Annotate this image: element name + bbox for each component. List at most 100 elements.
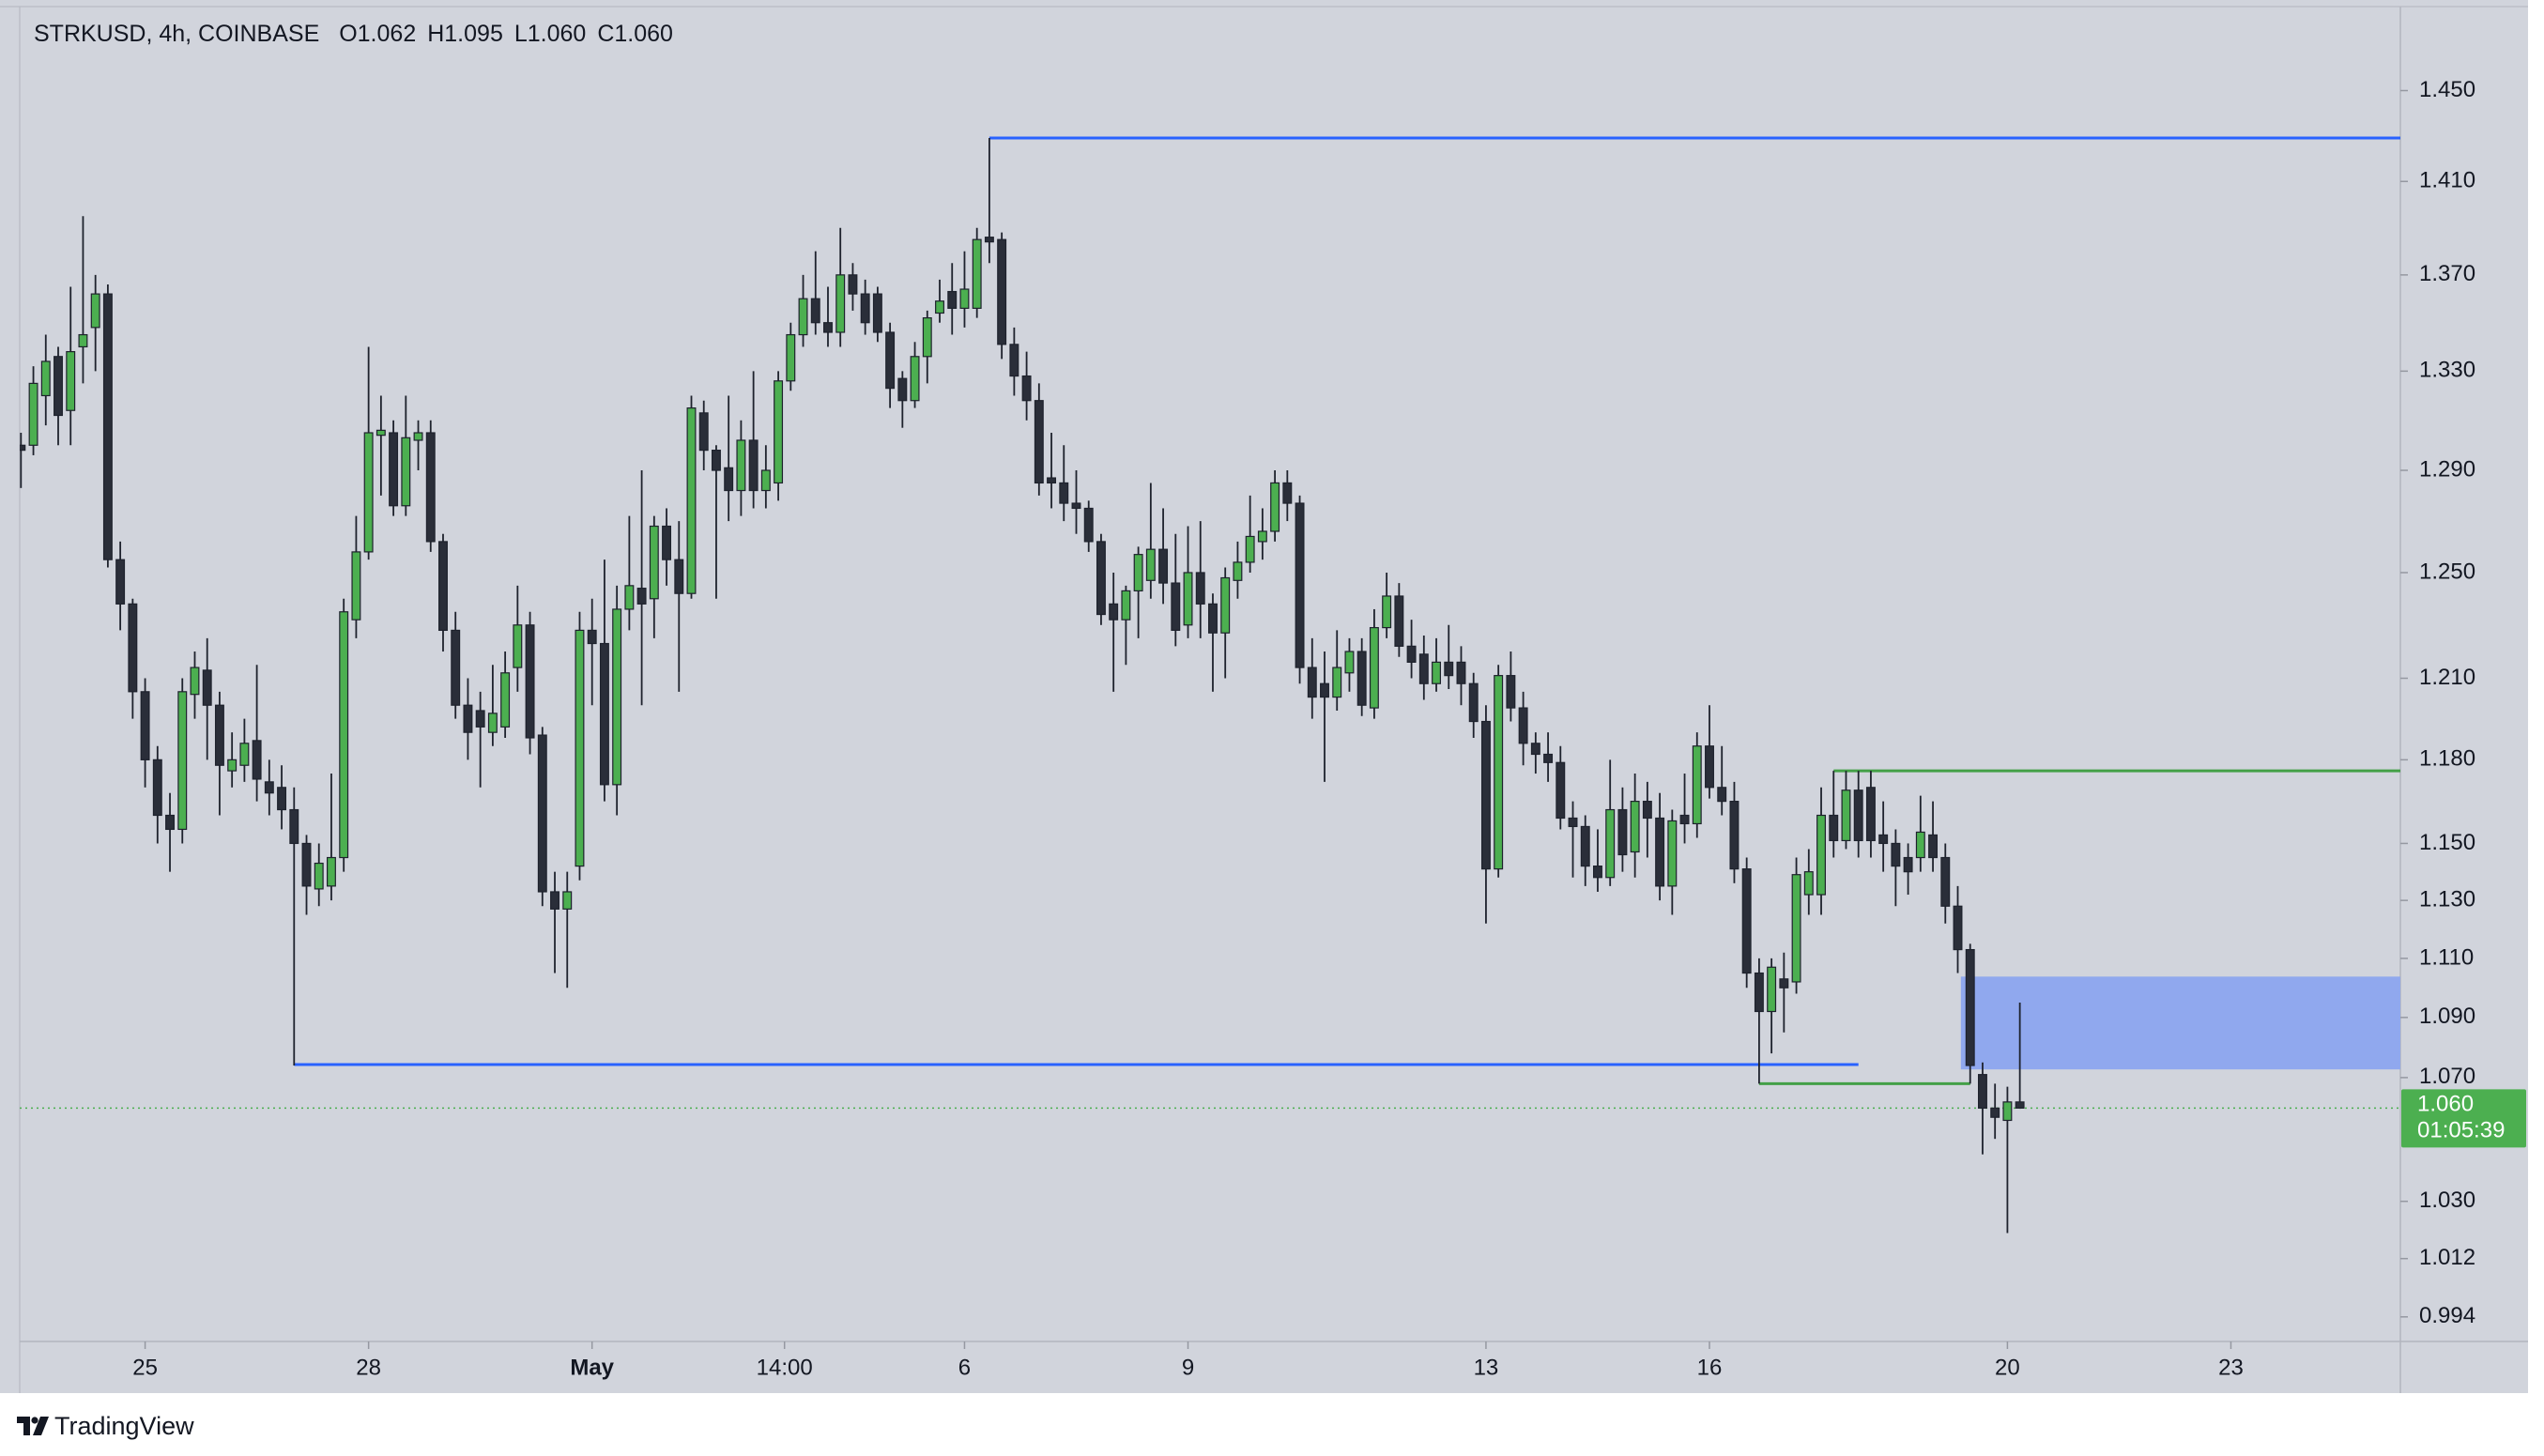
candle-body-up [1803, 871, 1814, 896]
zone-box [1960, 976, 2400, 1070]
candle-body-down [1009, 344, 1019, 377]
candle-body-up [1344, 651, 1355, 674]
ohlc-key: C [597, 21, 615, 47]
y-tick-label: 1.090 [2419, 1004, 2475, 1029]
candle-body-down [1282, 482, 1293, 504]
candle-body-down [1853, 789, 1863, 842]
candle-body-down [475, 710, 485, 728]
candle-body-down [1418, 653, 1429, 684]
candle-body-down [848, 274, 858, 295]
candle-body-up [487, 713, 498, 733]
y-tick-label: 1.370 [2419, 261, 2475, 286]
last-price-label: 1.060 [2417, 1092, 2474, 1117]
candle-body-down [724, 467, 734, 492]
candle-body-down [1903, 856, 1913, 873]
candle-body-down [152, 759, 162, 817]
candle-body-up [575, 629, 585, 867]
candle-body-down [438, 541, 448, 632]
candle-body-down [1083, 507, 1094, 543]
y-tick-label: 1.330 [2419, 358, 2475, 383]
candle-body-down [1480, 720, 1491, 870]
candle-body-up [972, 238, 982, 309]
candle-body-down [748, 439, 759, 492]
candle-body-down [711, 450, 721, 471]
ohlc-value: 1.095 [444, 21, 503, 47]
candle-body-down [1444, 661, 1454, 677]
candle-body-up [798, 298, 808, 336]
candle-body-down [2015, 1101, 2025, 1109]
candle-body-down [1356, 651, 1367, 706]
candle-body-up [177, 691, 188, 831]
candle-body-down [214, 704, 224, 766]
legend-header: STRKUSD, 4h, COINBASE O1.062 H1.095 L1.060… [34, 21, 684, 48]
ohlc-key: L [513, 21, 528, 47]
candle-body-up [935, 300, 944, 314]
x-tick-label: 20 [1995, 1355, 2020, 1380]
candle-body-up [326, 856, 336, 887]
candle-body-down [1543, 753, 1554, 763]
candle-body-down [1928, 834, 1939, 859]
candle-body-down [1320, 682, 1329, 698]
candle-body-down [1655, 817, 1665, 887]
candle-body-down [1158, 548, 1169, 584]
candle-body-down [1754, 972, 1764, 1013]
symbol: STRKUSD, 4h, COINBASE [34, 21, 320, 47]
candle-body-down [252, 740, 262, 780]
x-tick-label: 16 [1697, 1355, 1723, 1380]
candle-body-down [1990, 1107, 2000, 1118]
candle-body-up [1915, 831, 1925, 859]
candle-body-up [1369, 626, 1379, 709]
y-tick-label: 1.410 [2419, 168, 2475, 193]
last-price-box [2401, 1089, 2526, 1148]
candle-body-down [389, 432, 399, 507]
x-tick-label: 13 [1474, 1355, 1499, 1380]
candle-body-down [1717, 787, 1727, 803]
candle-body-down [1556, 761, 1566, 820]
candle-body-up [1432, 661, 1442, 684]
candle-body-down [1506, 675, 1516, 709]
candle-body-up [649, 525, 659, 600]
candle-body-up [2002, 1101, 2013, 1122]
plot-area [20, 136, 2400, 1234]
candle-body-down [140, 691, 150, 760]
candle-body-up [1382, 595, 1392, 629]
candle-body-down [1642, 801, 1652, 820]
candle-body-up [786, 333, 796, 382]
candle-body-up [1183, 572, 1193, 626]
candle-body-down [1295, 502, 1305, 668]
candle-body-up [500, 672, 511, 728]
candle-body-down [1865, 787, 1876, 842]
candle-body-up [413, 432, 423, 441]
y-tick-label: 1.180 [2419, 746, 2475, 772]
candle-body-up [1257, 530, 1267, 543]
candle-body-up [736, 439, 746, 492]
candle-body-up [1667, 820, 1678, 887]
candle-body-down [1779, 978, 1789, 989]
candle-body-up [513, 624, 523, 668]
candle-body-down [810, 298, 820, 324]
candle-body-down [1940, 856, 1951, 907]
candle-body-down [1047, 477, 1057, 484]
candle-body-down [1977, 1074, 1987, 1109]
x-tick-label: 14:00 [757, 1355, 813, 1380]
candle-body-down [587, 629, 597, 645]
candle-body-up [1816, 814, 1826, 896]
candle-body-down [537, 734, 547, 893]
candle-body-up [612, 608, 622, 786]
candle-body-down [662, 525, 672, 560]
candle-body-down [202, 669, 212, 706]
candle-body-down [1741, 868, 1752, 974]
candle-body-up [1332, 667, 1342, 698]
y-tick-label: 1.110 [2419, 944, 2474, 970]
candle-body-up [314, 862, 324, 890]
candle-body-down [1021, 375, 1032, 402]
candle-body-down [165, 814, 175, 831]
candle-body-up [1494, 675, 1504, 870]
candle-body-up [760, 469, 771, 492]
candle-body-down [1406, 645, 1417, 663]
candle-body-down [823, 322, 833, 333]
candle-body-up [1767, 966, 1777, 1013]
candle-body-down [1965, 948, 1975, 1066]
candle-body-down [451, 629, 461, 706]
